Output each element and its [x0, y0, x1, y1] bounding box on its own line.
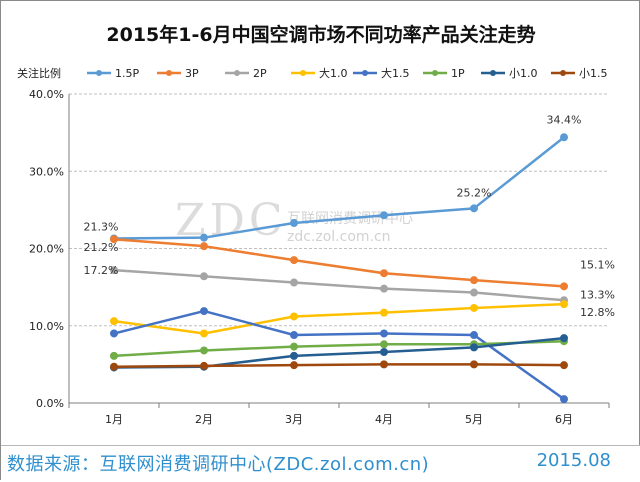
x-tick-label: 1月: [105, 413, 123, 426]
legend-marker-小1.5: [560, 70, 566, 76]
data-point-2P: [290, 278, 298, 287]
data-label: 21.2%: [84, 241, 119, 254]
footer: 数据来源：互联网消费调研中心(ZDC.zol.com.cn) 2015.08: [1, 445, 640, 482]
y-tick-label: 10.0%: [29, 320, 64, 333]
data-point-3P: [290, 256, 298, 265]
data-point-2P: [380, 284, 388, 293]
data-point-小1.5: [470, 360, 478, 369]
data-point-小1.0: [560, 334, 568, 343]
series-line-2P: [113, 268, 565, 302]
data-label: 12.8%: [580, 306, 615, 319]
data-point-大1.0: [470, 303, 478, 312]
data-label: 34.4%: [547, 113, 582, 126]
legend-marker-1.5P: [96, 70, 102, 76]
legend-marker-3P: [166, 70, 172, 76]
series-line-3P: [113, 237, 565, 288]
y-tick-label: 40.0%: [29, 88, 64, 101]
data-point-小1.0: [290, 351, 298, 360]
series-line-小1.5: [113, 363, 565, 368]
data-point-大1.5: [110, 329, 118, 338]
data-point-3P: [470, 276, 478, 285]
data-label: 21.3%: [84, 220, 119, 233]
legend-marker-大1.5: [362, 70, 368, 76]
data-point-大1.5: [560, 395, 568, 404]
data-label: 15.1%: [580, 258, 615, 271]
y-tick-label: 0.0%: [36, 397, 64, 410]
y-axis-label: 关注比例: [17, 66, 61, 80]
data-point-小1.5: [110, 362, 118, 371]
data-point-2P: [110, 266, 118, 275]
legend-label-2P: 2P: [253, 67, 267, 80]
data-point-小1.0: [470, 343, 478, 352]
data-point-1P: [380, 340, 388, 349]
data-point-小1.5: [560, 361, 568, 370]
data-point-3P: [200, 242, 208, 251]
data-point-3P: [110, 235, 118, 244]
data-point-1.5P: [560, 133, 568, 142]
data-point-大1.5: [290, 331, 298, 340]
data-point-1.5P: [380, 211, 388, 220]
data-point-小1.0: [380, 348, 388, 357]
legend-label-1.5P: 1.5P: [115, 67, 139, 80]
data-point-1.5P: [470, 204, 478, 213]
data-point-大1.0: [200, 329, 208, 338]
legend-label-大1.5: 大1.5: [381, 66, 410, 80]
legend-label-3P: 3P: [185, 67, 199, 80]
legend-marker-大1.0: [300, 70, 306, 76]
legend-label-大1.0: 大1.0: [319, 66, 348, 80]
chart-title: 2015年1-6月中国空调市场不同功率产品关注走势: [106, 23, 535, 46]
data-point-大1.0: [290, 312, 298, 321]
data-point-小1.5: [380, 360, 388, 369]
data-point-大1.0: [110, 317, 118, 326]
data-point-1P: [290, 342, 298, 351]
data-label: 13.3%: [580, 288, 615, 301]
data-point-大1.5: [200, 307, 208, 316]
data-label: 17.2%: [84, 264, 119, 277]
data-point-小1.5: [290, 361, 298, 370]
legend-marker-小1.0: [490, 70, 496, 76]
data-point-小1.5: [200, 361, 208, 370]
data-point-大1.5: [380, 329, 388, 338]
series-line-1.5P: [113, 136, 565, 240]
data-point-大1.0: [560, 300, 568, 309]
x-tick-label: 4月: [375, 413, 393, 426]
legend-label-小1.5: 小1.5: [579, 67, 608, 80]
data-point-2P: [200, 272, 208, 281]
report-date: 2015.08: [536, 450, 611, 471]
data-point-1P: [110, 351, 118, 360]
data-point-1P: [200, 346, 208, 355]
series-line-大1.0: [113, 302, 565, 335]
data-point-2P: [470, 288, 478, 297]
data-point-3P: [380, 269, 388, 278]
legend-label-小1.0: 小1.0: [509, 67, 538, 80]
data-point-1.5P: [200, 233, 208, 242]
y-tick-label: 20.0%: [29, 243, 64, 256]
series-line-1P: [113, 339, 565, 358]
data-point-1.5P: [290, 219, 298, 228]
legend-label-1P: 1P: [451, 67, 465, 80]
x-tick-label: 5月: [465, 413, 483, 426]
legend-marker-1P: [432, 70, 438, 76]
x-tick-label: 2月: [195, 413, 213, 426]
source-note: 数据来源：互联网消费调研中心(ZDC.zol.com.cn): [7, 454, 430, 475]
watermark-url: zdc.zol.com.cn: [287, 229, 391, 245]
y-tick-label: 30.0%: [29, 165, 64, 178]
data-point-大1.0: [380, 308, 388, 317]
x-tick-label: 6月: [555, 413, 573, 426]
data-label: 25.2%: [457, 186, 492, 199]
data-point-3P: [560, 282, 568, 291]
x-tick-label: 3月: [285, 413, 303, 426]
legend-marker-2P: [234, 70, 240, 76]
data-point-大1.5: [470, 331, 478, 340]
